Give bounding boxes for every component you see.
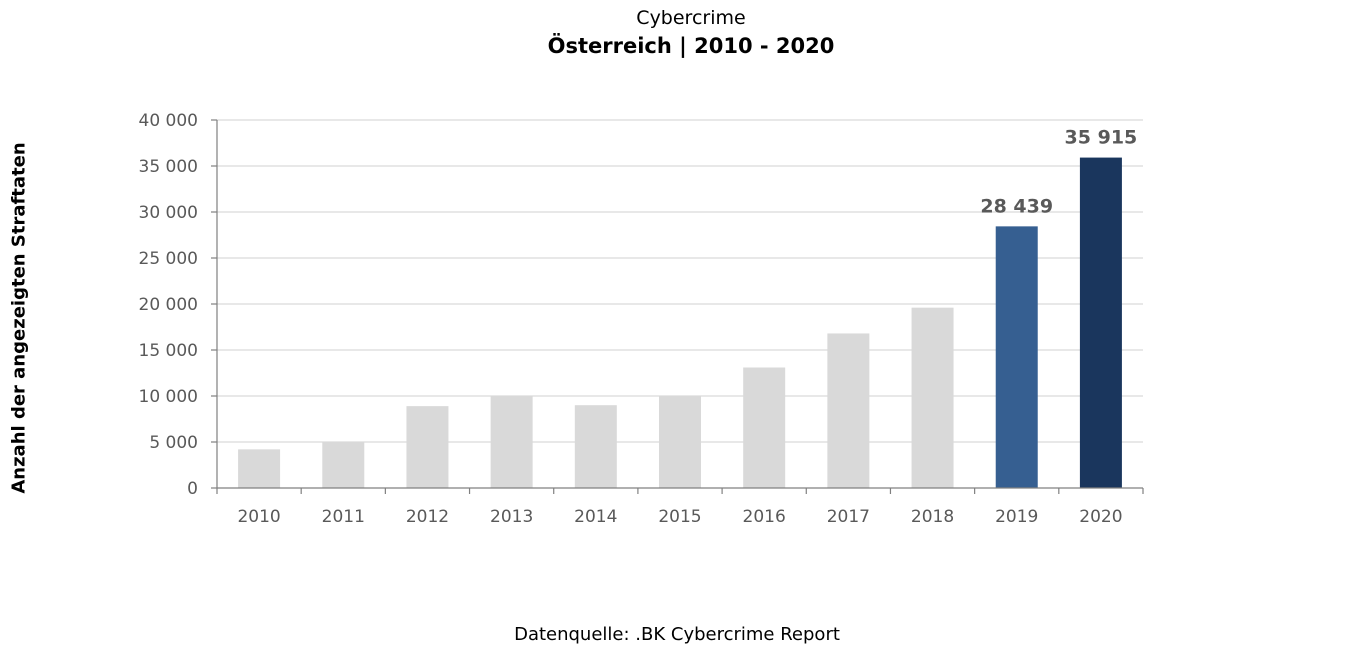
bar-2018 bbox=[911, 307, 954, 488]
x-tick-label: 2019 bbox=[995, 507, 1038, 527]
y-tick-label: 15 000 bbox=[139, 341, 198, 361]
data-label-2019: 28 439 bbox=[980, 195, 1053, 217]
bars bbox=[238, 157, 1122, 488]
bar-2020 bbox=[1079, 157, 1122, 488]
x-tick-label: 2014 bbox=[574, 507, 617, 527]
bar-2013 bbox=[490, 396, 533, 488]
x-tick-label: 2015 bbox=[658, 507, 701, 527]
chart-title: Cybercrime bbox=[636, 7, 746, 29]
bar-2019 bbox=[995, 226, 1038, 488]
y-tick-label: 35 000 bbox=[139, 157, 198, 177]
bar-2011 bbox=[322, 442, 365, 488]
x-tick-label: 2020 bbox=[1079, 507, 1122, 527]
x-tick-label: 2018 bbox=[911, 507, 954, 527]
x-tick-label: 2016 bbox=[743, 507, 786, 527]
y-tick-label: 40 000 bbox=[139, 111, 198, 131]
bar-2010 bbox=[238, 449, 281, 488]
bar-2016 bbox=[743, 367, 786, 488]
bar-2015 bbox=[659, 396, 701, 488]
data-labels: 28 439 35 915 bbox=[980, 127, 1137, 218]
bar-2012 bbox=[406, 406, 449, 488]
x-tick-label: 2012 bbox=[406, 507, 449, 527]
y-tick-labels: 0 5 000 10 000 15 000 20 000 25 000 30 000 35 0… bbox=[139, 111, 198, 499]
data-label-2020: 35 915 bbox=[1065, 127, 1138, 149]
data-source: Datenquelle: .BK Cybercrime Report bbox=[514, 624, 840, 645]
y-tick-label: 5 000 bbox=[149, 433, 198, 453]
x-tick-label: 2017 bbox=[827, 507, 870, 527]
bar-2017 bbox=[827, 333, 870, 488]
y-tick-label: 10 000 bbox=[139, 387, 198, 407]
x-tick-label: 2013 bbox=[490, 507, 533, 527]
y-tick-label: 20 000 bbox=[139, 295, 198, 315]
chart-subtitle: Österreich | 2010 - 2020 bbox=[547, 34, 835, 58]
axes bbox=[211, 119, 1144, 494]
y-tick-label: 25 000 bbox=[139, 249, 198, 269]
bar-2014 bbox=[574, 405, 617, 488]
x-tick-labels: 2010 2011 2012 2013 2014 2015 2016 2017 2018 2019… bbox=[237, 507, 1122, 527]
y-tick-label: 0 bbox=[187, 479, 198, 499]
x-tick-label: 2010 bbox=[237, 507, 280, 527]
x-tick-label: 2011 bbox=[322, 507, 365, 527]
y-tick-label: 30 000 bbox=[139, 203, 198, 223]
